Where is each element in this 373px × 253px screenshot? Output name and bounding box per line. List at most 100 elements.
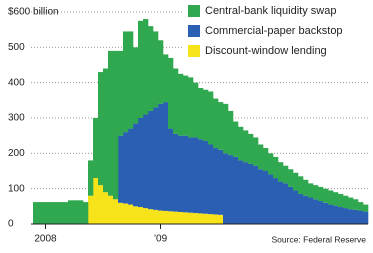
area-step	[213, 148, 219, 215]
area-step	[328, 204, 334, 224]
area-step	[133, 47, 139, 124]
area-step	[273, 156, 279, 179]
area-step	[303, 179, 309, 196]
area-step	[113, 199, 119, 224]
area-step	[333, 205, 339, 224]
area-step	[103, 192, 109, 224]
area-step	[228, 155, 234, 224]
area-step	[138, 118, 144, 208]
area-step	[43, 202, 49, 224]
area-step	[153, 209, 159, 224]
area-step	[133, 206, 139, 224]
area-step	[118, 202, 124, 224]
area-step	[133, 123, 139, 207]
area-step	[123, 31, 129, 133]
area-step	[268, 174, 274, 224]
area-step	[363, 204, 369, 212]
area-step	[203, 89, 209, 141]
area-step	[188, 212, 194, 224]
area-step	[303, 195, 309, 224]
area-step	[113, 50, 119, 200]
area-step	[293, 190, 299, 224]
area-step	[198, 87, 204, 140]
y-tick-label: 400	[8, 77, 25, 88]
area-step	[308, 183, 314, 198]
area-step	[128, 204, 134, 224]
area-step	[38, 202, 44, 224]
area-step	[238, 126, 244, 161]
area-step	[128, 31, 134, 129]
legend-label: Discount-window lending	[205, 45, 327, 57]
area-step	[98, 185, 104, 224]
area-step	[198, 139, 204, 214]
area-step	[118, 50, 124, 136]
area-step	[193, 213, 199, 224]
y-tick-label: 300	[8, 113, 25, 124]
area-step	[58, 202, 64, 224]
x-tick-label: 2008	[34, 234, 57, 245]
area-step	[348, 209, 354, 224]
area-step	[338, 193, 344, 208]
area-step	[168, 128, 174, 212]
area-step	[328, 190, 334, 205]
area-step	[183, 212, 189, 224]
legend-box	[184, 0, 370, 62]
area-step	[33, 202, 39, 224]
legend-label: Commercial-paper backstop	[205, 25, 343, 37]
area-step	[153, 107, 159, 210]
area-step	[168, 57, 174, 129]
area-step	[283, 183, 289, 224]
area-step	[63, 202, 69, 224]
legend-swatch	[188, 45, 200, 57]
area-step	[163, 102, 169, 211]
area-step	[258, 169, 264, 224]
area-step	[353, 199, 359, 210]
area-step	[263, 148, 269, 171]
area-step	[193, 82, 199, 138]
area-step	[358, 202, 364, 211]
area-step	[318, 201, 324, 224]
source-note: Source: Federal Reserve	[272, 234, 367, 244]
area-step	[258, 144, 264, 170]
area-step	[108, 195, 114, 224]
area-step	[248, 163, 254, 224]
area-step	[338, 207, 344, 224]
area-step	[148, 110, 154, 210]
legend-swatch	[188, 25, 200, 37]
area-step	[208, 144, 214, 215]
area-step	[358, 210, 364, 224]
area-step	[208, 91, 214, 145]
area-step	[178, 135, 184, 212]
area-step	[138, 207, 144, 224]
area-step	[233, 156, 239, 224]
area-step	[218, 214, 224, 224]
area-step	[288, 186, 294, 224]
area-step	[83, 202, 89, 224]
area-step	[343, 195, 349, 209]
area-step	[318, 186, 324, 202]
area-step	[363, 211, 369, 224]
area-step	[73, 200, 79, 224]
area-step	[343, 208, 349, 224]
area-step	[243, 130, 249, 163]
area-step	[163, 54, 169, 103]
area-step	[208, 214, 214, 224]
area-step	[88, 195, 94, 224]
legend-label: Central-bank liquidity swap	[205, 5, 336, 17]
area-step	[353, 209, 359, 224]
area-step	[218, 102, 224, 150]
area-step	[278, 162, 284, 182]
area-step	[203, 213, 209, 224]
y-tick-label: 500	[8, 42, 25, 53]
area-step	[223, 103, 229, 154]
area-step	[348, 197, 354, 210]
area-step	[158, 103, 164, 211]
area-step	[283, 165, 289, 184]
area-step	[153, 31, 159, 108]
area-step	[188, 77, 194, 138]
area-step	[163, 210, 169, 224]
y-tick-label: 0	[8, 219, 14, 230]
area-step	[293, 172, 299, 191]
area-step	[248, 133, 254, 164]
